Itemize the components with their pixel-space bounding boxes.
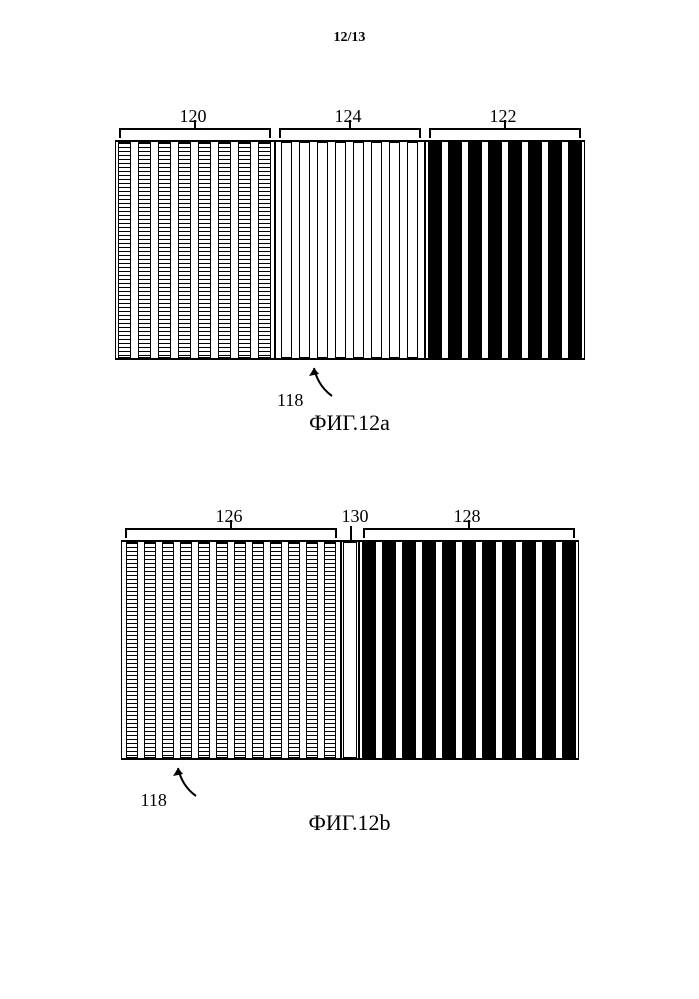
bar	[118, 142, 131, 358]
figure-12a-panels	[0, 140, 699, 360]
region-label-130: 130	[342, 506, 369, 527]
bar	[371, 142, 382, 358]
panel-130	[341, 540, 359, 760]
bar	[568, 142, 582, 358]
page-number: 12/13	[0, 30, 699, 46]
bar	[448, 142, 462, 358]
bar	[528, 142, 542, 358]
bar	[126, 542, 138, 758]
bracket-120	[119, 128, 271, 140]
bracket-124	[279, 128, 421, 140]
bar	[288, 542, 300, 758]
bracket-122	[429, 128, 581, 140]
panel-128	[359, 540, 579, 760]
bar	[324, 542, 336, 758]
bar	[542, 542, 556, 758]
page: 12/13 ФИГ.12a 120124122118 ФИГ.12b 12613…	[0, 0, 699, 999]
bar	[252, 542, 264, 758]
bar	[402, 542, 416, 758]
leader-line-130	[350, 526, 352, 540]
bar	[382, 542, 396, 758]
bar	[178, 142, 191, 358]
bar	[180, 542, 192, 758]
bar	[162, 542, 174, 758]
bar	[198, 542, 210, 758]
bar	[562, 542, 576, 758]
figure-12a: ФИГ.12a 120124122118	[0, 140, 699, 436]
bar	[522, 542, 536, 758]
bar	[270, 542, 282, 758]
bar	[317, 142, 328, 358]
figure-12a-caption: ФИГ.12a	[0, 410, 699, 436]
bar	[343, 542, 357, 758]
figure-12b: ФИГ.12b 126130128118	[0, 540, 699, 836]
bar	[462, 542, 476, 758]
bar	[488, 142, 502, 358]
bar	[442, 542, 456, 758]
bar	[306, 542, 318, 758]
bar	[138, 142, 151, 358]
pointer-arrow	[302, 362, 342, 403]
pointer-label: 118	[277, 390, 303, 411]
bar	[258, 142, 271, 358]
bar	[144, 542, 156, 758]
bar	[422, 542, 436, 758]
bracket-126	[125, 528, 337, 540]
bar	[468, 142, 482, 358]
bar	[353, 142, 364, 358]
arrow-icon	[302, 362, 342, 398]
figure-12b-caption: ФИГ.12b	[0, 810, 699, 836]
figure-12b-panels	[0, 540, 699, 760]
bar	[407, 142, 418, 358]
bar	[158, 142, 171, 358]
bar	[281, 142, 292, 358]
bar	[218, 142, 231, 358]
bracket-128	[363, 528, 575, 540]
bar	[299, 142, 310, 358]
pointer-arrow	[166, 762, 206, 803]
bar	[198, 142, 211, 358]
bar	[238, 142, 251, 358]
pointer-label: 118	[141, 790, 167, 811]
panel-122	[425, 140, 585, 360]
panel-120	[115, 140, 275, 360]
arrow-icon	[166, 762, 206, 798]
bar	[482, 542, 496, 758]
bar	[234, 542, 246, 758]
bar	[508, 142, 522, 358]
bar	[362, 542, 376, 758]
bar	[548, 142, 562, 358]
panel-126	[121, 540, 341, 760]
bar	[335, 142, 346, 358]
bar	[502, 542, 516, 758]
panel-124	[275, 140, 425, 360]
bar	[216, 542, 228, 758]
bar	[428, 142, 442, 358]
bar	[389, 142, 400, 358]
